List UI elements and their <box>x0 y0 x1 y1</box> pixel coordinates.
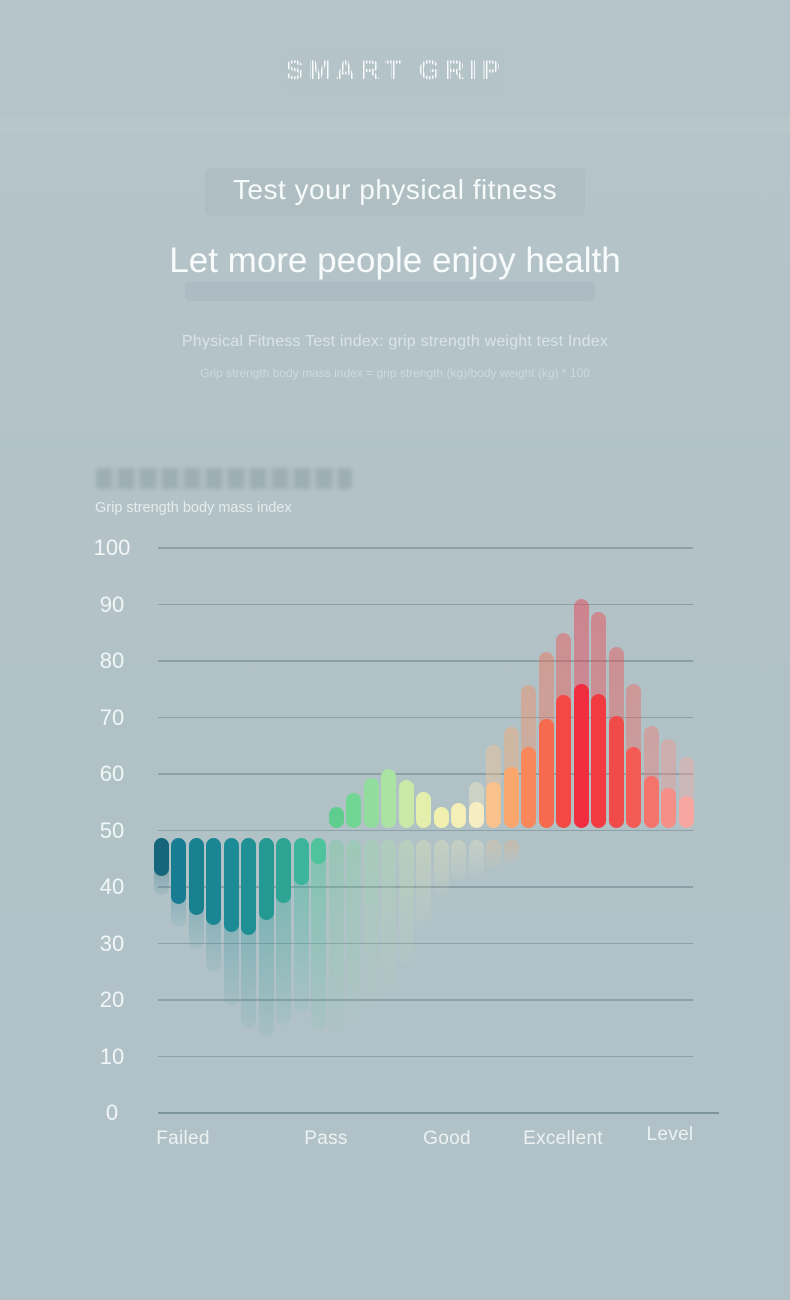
bar <box>206 838 221 925</box>
bar <box>503 767 519 828</box>
bar <box>276 838 291 903</box>
bar <box>188 838 204 916</box>
bar-reflection <box>363 839 379 1006</box>
bar <box>223 838 239 933</box>
bar-reflection <box>468 839 484 876</box>
bar <box>433 806 449 828</box>
x-axis-title: Level <box>646 1124 694 1145</box>
bar <box>538 719 554 828</box>
bar <box>661 788 676 828</box>
bar-echo <box>293 846 309 1013</box>
y-tick-label: 0 <box>105 1100 119 1125</box>
gridline <box>158 660 693 662</box>
bar <box>451 802 466 828</box>
bar <box>153 838 169 876</box>
y-tick-label: 60 <box>99 761 125 786</box>
gridline <box>158 603 693 606</box>
bar <box>311 838 326 865</box>
bar <box>258 838 274 920</box>
chart-title: Grip strength body mass index <box>95 500 292 516</box>
y-tick-label: 80 <box>99 648 125 673</box>
index-formula: Grip strength body mass index = grip str… <box>200 366 590 380</box>
gridline <box>158 829 693 832</box>
index-title: Physical Fitness Test index: grip streng… <box>181 333 609 350</box>
gridline <box>158 999 693 1001</box>
bar <box>591 694 606 828</box>
bar <box>521 746 536 828</box>
y-tick-label: 100 <box>93 535 131 560</box>
bar <box>416 792 431 828</box>
y-tick-label: 70 <box>99 704 125 730</box>
bar-reflection <box>433 839 449 899</box>
bar-reflection <box>328 839 344 1034</box>
y-tick-label: 40 <box>99 874 125 899</box>
tagline: Test your physical fitness <box>232 174 558 205</box>
bar <box>381 769 396 828</box>
x-axis-label: Excellent <box>523 1128 603 1149</box>
gridline <box>158 886 693 888</box>
gridline <box>158 942 693 945</box>
bar <box>573 683 589 828</box>
bar <box>241 838 256 936</box>
bar <box>363 777 379 828</box>
gridline <box>158 1055 693 1058</box>
bar-reflection <box>451 839 466 882</box>
bar <box>608 715 624 828</box>
gridline <box>158 773 693 775</box>
y-tick-label: 10 <box>99 1043 125 1069</box>
gridline <box>158 716 693 719</box>
x-axis-line <box>158 1112 719 1114</box>
bar-reflection <box>503 839 519 865</box>
y-tick-label: 30 <box>99 930 125 956</box>
x-axis-label: Failed <box>156 1128 210 1149</box>
bar <box>626 746 641 828</box>
bar <box>328 806 344 828</box>
bar-reflection <box>398 839 414 967</box>
gridline <box>158 547 693 549</box>
bar-reflection <box>346 839 361 1023</box>
bar-reflection <box>416 839 431 927</box>
headline: Let more people enjoy health <box>169 241 621 280</box>
y-tick-label: 20 <box>99 987 125 1012</box>
bar <box>398 779 414 828</box>
brand-stripe-overlay <box>285 50 505 94</box>
bar <box>293 838 309 885</box>
bar <box>556 694 571 828</box>
bar <box>468 801 484 828</box>
bar <box>678 796 694 828</box>
bar <box>171 838 186 904</box>
x-axis-label: Good <box>423 1128 471 1149</box>
bar-echo <box>311 846 326 1030</box>
bar <box>643 776 659 828</box>
y-tick-label: 50 <box>99 817 125 843</box>
bar <box>346 793 361 828</box>
bar <box>486 781 501 828</box>
bar-reflection <box>381 839 396 995</box>
y-tick-label: 90 <box>99 591 125 617</box>
bar-reflection <box>486 839 501 871</box>
x-axis-label: Pass <box>304 1128 348 1149</box>
